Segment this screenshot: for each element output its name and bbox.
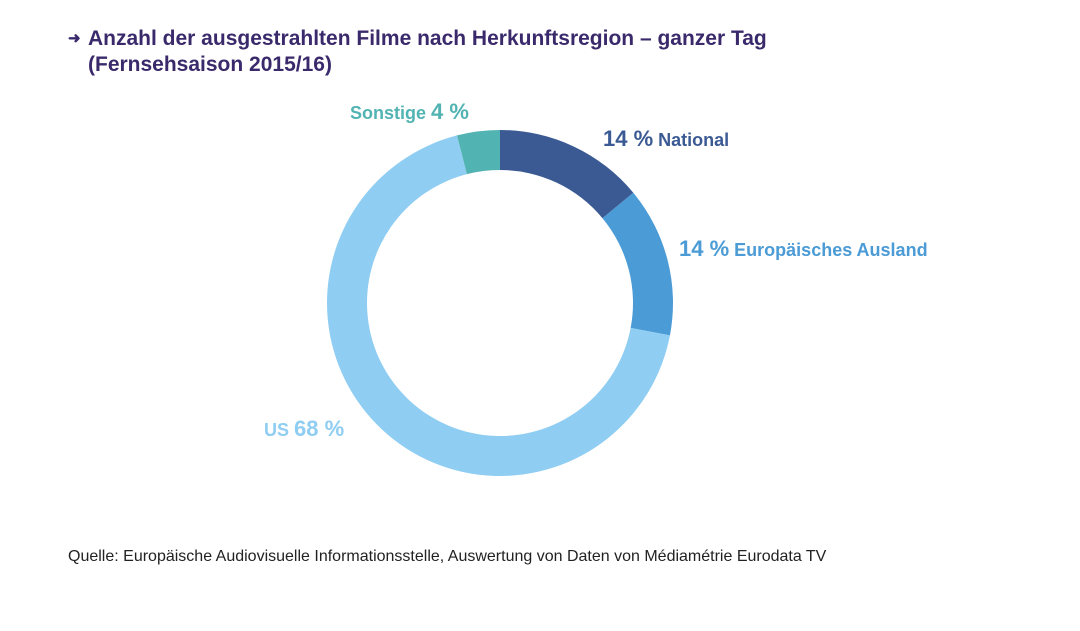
title-line-1: Anzahl der ausgestrahlten Filme nach Her… [88, 27, 767, 50]
label-us: US 68 % [264, 416, 344, 442]
source-note: Quelle: Europäische Audiovisuelle Inform… [68, 548, 827, 565]
value-us: 68 % [294, 416, 345, 441]
label-europaeisches-ausland: 14 % Europäisches Ausland [679, 236, 928, 262]
slice-national [500, 130, 634, 219]
slice-europ-isches-ausland [602, 192, 673, 336]
value-sonstige: 4 % [431, 99, 469, 124]
arrow-right-icon: ➜ [68, 30, 81, 47]
label-sonstige: Sonstige 4 % [350, 99, 469, 125]
name-europa: Europäisches Ausland [734, 240, 928, 260]
name-sonstige: Sonstige [350, 103, 427, 123]
name-national: National [658, 130, 730, 150]
label-national: 14 % National [603, 126, 729, 152]
slice-sonstige [456, 130, 500, 175]
title-line-2: (Fernsehsaison 2015/16) [88, 53, 332, 76]
value-europa: 14 % [679, 236, 730, 261]
value-national: 14 % [603, 126, 654, 151]
chart-title: ➜ Anzahl der ausgestrahlten Filme nach He… [68, 26, 767, 78]
name-us: US [264, 420, 290, 440]
